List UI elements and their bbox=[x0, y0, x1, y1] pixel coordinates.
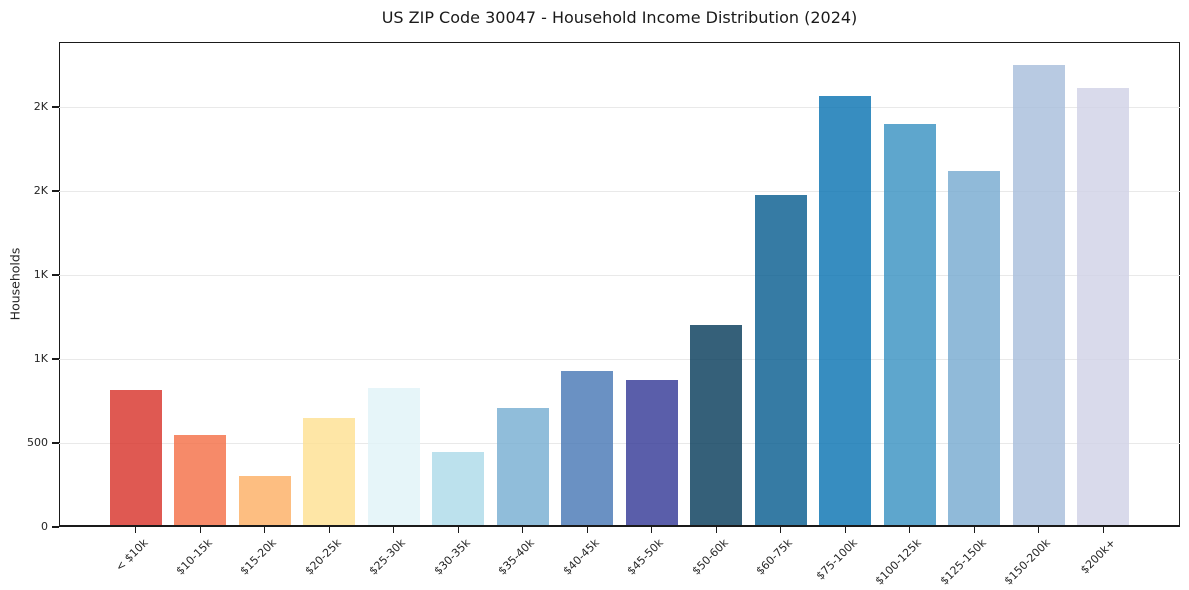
gridline bbox=[59, 190, 1180, 192]
bar bbox=[561, 371, 614, 527]
x-tick-mark bbox=[264, 527, 266, 533]
chart-title: US ZIP Code 30047 - Household Income Dis… bbox=[381, 8, 858, 27]
x-tick-label: $35-40k bbox=[495, 536, 538, 578]
x-tick-label: $100-125k bbox=[873, 536, 925, 588]
y-axis-label: Households bbox=[7, 247, 23, 321]
y-tick-label: 1K bbox=[33, 268, 48, 282]
bar bbox=[432, 451, 485, 527]
bar bbox=[303, 417, 356, 527]
x-tick-mark bbox=[973, 527, 975, 533]
x-tick-label: $45-50k bbox=[624, 536, 667, 578]
y-tick-mark bbox=[52, 358, 59, 360]
x-axis-line bbox=[59, 525, 1180, 527]
x-tick-label: $40-45k bbox=[560, 536, 602, 578]
x-tick-mark bbox=[651, 527, 653, 533]
y-tick-mark bbox=[52, 190, 59, 192]
x-tick-mark bbox=[393, 527, 395, 533]
x-tick-mark bbox=[1038, 527, 1040, 533]
x-tick-label: $50-60k bbox=[689, 536, 731, 578]
x-tick-label: $200k+ bbox=[1077, 536, 1118, 577]
x-tick-label: $60-75k bbox=[753, 536, 796, 578]
bar bbox=[948, 171, 1001, 527]
x-tick-mark bbox=[1102, 527, 1104, 533]
plot-area bbox=[59, 42, 1180, 527]
gridline bbox=[59, 358, 1180, 360]
bar bbox=[883, 123, 936, 527]
bar bbox=[690, 325, 743, 527]
bar bbox=[174, 435, 227, 527]
x-tick-label: $150-200k bbox=[1002, 536, 1054, 588]
x-tick-label: $10-15k bbox=[173, 536, 215, 578]
y-tick-label: 2K bbox=[33, 184, 48, 198]
bar bbox=[238, 475, 291, 527]
bar bbox=[1012, 65, 1065, 527]
x-tick-mark bbox=[135, 527, 137, 533]
x-tick-mark bbox=[522, 527, 524, 533]
x-tick-mark bbox=[844, 527, 846, 533]
x-tick-mark bbox=[457, 527, 459, 533]
x-tick-label: $125-150k bbox=[937, 536, 989, 588]
x-tick-label: $20-25k bbox=[302, 536, 344, 578]
x-tick-label: $30-35k bbox=[431, 536, 473, 578]
y-tick-mark bbox=[52, 526, 59, 528]
x-tick-label: $25-30k bbox=[366, 536, 409, 578]
bar bbox=[109, 390, 162, 527]
x-tick-mark bbox=[715, 527, 717, 533]
y-tick-label: 2K bbox=[33, 100, 48, 114]
bar bbox=[754, 195, 807, 527]
y-tick-mark bbox=[52, 274, 59, 276]
y-tick-label: 1K bbox=[33, 352, 48, 366]
x-tick-mark bbox=[780, 527, 782, 533]
bar bbox=[496, 408, 549, 527]
x-tick-label: < $10k bbox=[112, 536, 151, 574]
gridline bbox=[59, 106, 1180, 108]
bar bbox=[1077, 88, 1130, 527]
x-tick-mark bbox=[586, 527, 588, 533]
y-tick-mark bbox=[52, 106, 59, 108]
y-tick-label: 0 bbox=[41, 520, 48, 533]
x-tick-label: $15-20k bbox=[237, 536, 280, 578]
bar bbox=[819, 95, 872, 527]
x-tick-mark bbox=[909, 527, 911, 533]
y-tick-label: 500 bbox=[27, 436, 48, 450]
bar bbox=[367, 387, 420, 527]
x-tick-mark bbox=[328, 527, 330, 533]
gridline bbox=[59, 274, 1180, 276]
bar bbox=[625, 379, 678, 527]
x-tick-mark bbox=[199, 527, 201, 533]
y-tick-mark bbox=[52, 442, 59, 444]
x-tick-label: $75-100k bbox=[813, 536, 860, 583]
gridline bbox=[59, 442, 1180, 444]
